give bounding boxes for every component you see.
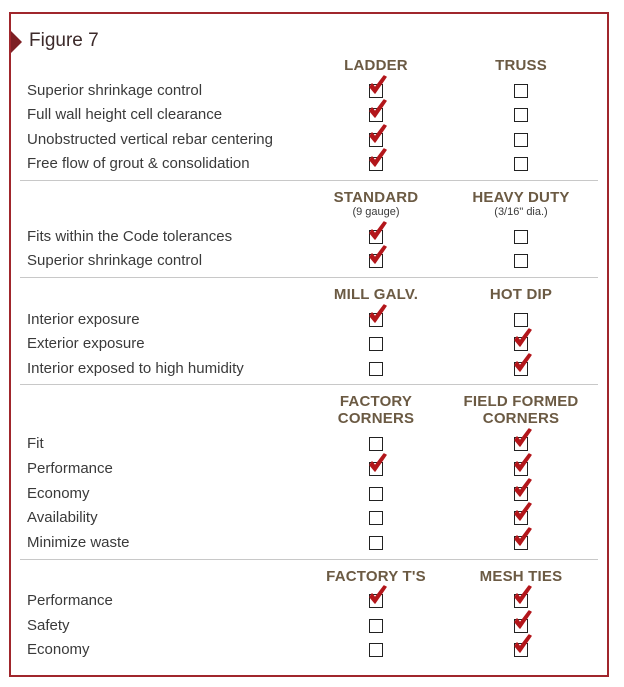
row-label: Fit xyxy=(27,435,44,452)
checkbox-unchecked[interactable] xyxy=(514,84,528,98)
checkbox-checked[interactable] xyxy=(369,124,387,147)
checkmark-icon xyxy=(514,527,532,546)
checkbox-checked[interactable] xyxy=(369,245,387,268)
column-subheader: (3/16" dia.) xyxy=(494,206,548,218)
column-header: MESH TIES xyxy=(479,568,563,585)
checkmark-icon xyxy=(369,304,387,323)
checkmark-icon xyxy=(369,124,387,143)
checkbox-checked[interactable] xyxy=(514,453,532,476)
row-label: Full wall height cell clearance xyxy=(27,106,223,123)
checkmark-icon xyxy=(514,428,532,447)
row-label: Interior exposure xyxy=(27,311,140,328)
checkbox-checked[interactable] xyxy=(514,610,532,633)
checkbox-checked[interactable] xyxy=(514,502,532,525)
column-header: HEAVY DUTY xyxy=(472,189,570,206)
checkbox-checked[interactable] xyxy=(514,478,532,501)
row-label: Minimize waste xyxy=(27,534,130,551)
checkbox-unchecked[interactable] xyxy=(369,362,383,376)
checkmark-icon xyxy=(514,478,532,497)
checkbox-checked[interactable] xyxy=(369,75,387,98)
checkbox-checked[interactable] xyxy=(369,99,387,122)
checkbox-unchecked[interactable] xyxy=(369,511,383,525)
column-header: MILL GALV. xyxy=(333,286,419,303)
section-divider xyxy=(20,277,598,278)
column-header: FACTORY CORNERS xyxy=(337,393,415,427)
checkbox-unchecked[interactable] xyxy=(369,487,383,501)
checkbox-unchecked[interactable] xyxy=(514,230,528,244)
row-label: Performance xyxy=(27,592,113,609)
checkbox-unchecked[interactable] xyxy=(514,254,528,268)
row-label: Performance xyxy=(27,460,113,477)
checkbox-checked[interactable] xyxy=(369,221,387,244)
checkbox-unchecked[interactable] xyxy=(369,536,383,550)
checkmark-icon xyxy=(369,148,387,167)
checkbox-checked[interactable] xyxy=(514,527,532,550)
checkbox-checked[interactable] xyxy=(369,148,387,171)
checkbox-unchecked[interactable] xyxy=(369,619,383,633)
checkmark-icon xyxy=(369,245,387,264)
checkbox-unchecked[interactable] xyxy=(369,643,383,657)
checkmark-icon xyxy=(369,99,387,118)
row-label: Economy xyxy=(27,641,90,658)
row-label: Unobstructed vertical rebar centering xyxy=(27,131,273,148)
checkmark-icon xyxy=(514,328,532,347)
section-divider xyxy=(20,384,598,385)
checkbox-unchecked[interactable] xyxy=(514,108,528,122)
figure-marker-arrow xyxy=(11,31,22,53)
checkbox-checked[interactable] xyxy=(514,353,532,376)
checkbox-checked[interactable] xyxy=(514,428,532,451)
checkmark-icon xyxy=(369,585,387,604)
checkmark-icon xyxy=(514,610,532,629)
row-label: Safety xyxy=(27,617,70,634)
checkbox-unchecked[interactable] xyxy=(514,157,528,171)
checkmark-icon xyxy=(369,75,387,94)
row-label: Economy xyxy=(27,485,90,502)
column-header: TRUSS xyxy=(495,57,547,74)
column-subheader: (9 gauge) xyxy=(352,206,400,218)
row-label: Availability xyxy=(27,509,98,526)
column-header: LADDER xyxy=(344,57,408,74)
checkbox-unchecked[interactable] xyxy=(514,133,528,147)
checkmark-icon xyxy=(514,453,532,472)
figure-frame xyxy=(9,12,609,677)
checkmark-icon xyxy=(369,221,387,240)
column-header: STANDARD xyxy=(333,189,419,206)
row-label: Interior exposed to high humidity xyxy=(27,360,244,377)
figure-title: Figure 7 xyxy=(29,30,99,51)
row-label: Superior shrinkage control xyxy=(27,82,203,99)
checkbox-unchecked[interactable] xyxy=(369,337,383,351)
checkmark-icon xyxy=(514,502,532,521)
column-header: FIELD FORMED CORNERS xyxy=(463,393,579,427)
section-divider xyxy=(20,180,598,181)
checkbox-checked[interactable] xyxy=(514,634,532,657)
checkmark-icon xyxy=(514,353,532,372)
row-label: Superior shrinkage control xyxy=(27,252,203,269)
checkbox-unchecked[interactable] xyxy=(369,437,383,451)
checkmark-icon xyxy=(514,634,532,653)
checkbox-checked[interactable] xyxy=(514,328,532,351)
checkbox-checked[interactable] xyxy=(369,304,387,327)
row-label: Free flow of grout & consolidation xyxy=(27,155,250,172)
column-header: FACTORY T'S xyxy=(326,568,426,585)
checkmark-icon xyxy=(369,453,387,472)
checkbox-unchecked[interactable] xyxy=(514,313,528,327)
row-label: Exterior exposure xyxy=(27,335,145,352)
section-divider xyxy=(20,559,598,560)
checkbox-checked[interactable] xyxy=(369,585,387,608)
row-label: Fits within the Code tolerances xyxy=(27,228,233,245)
column-header: HOT DIP xyxy=(489,286,553,303)
checkbox-checked[interactable] xyxy=(369,453,387,476)
checkbox-checked[interactable] xyxy=(514,585,532,608)
checkmark-icon xyxy=(514,585,532,604)
